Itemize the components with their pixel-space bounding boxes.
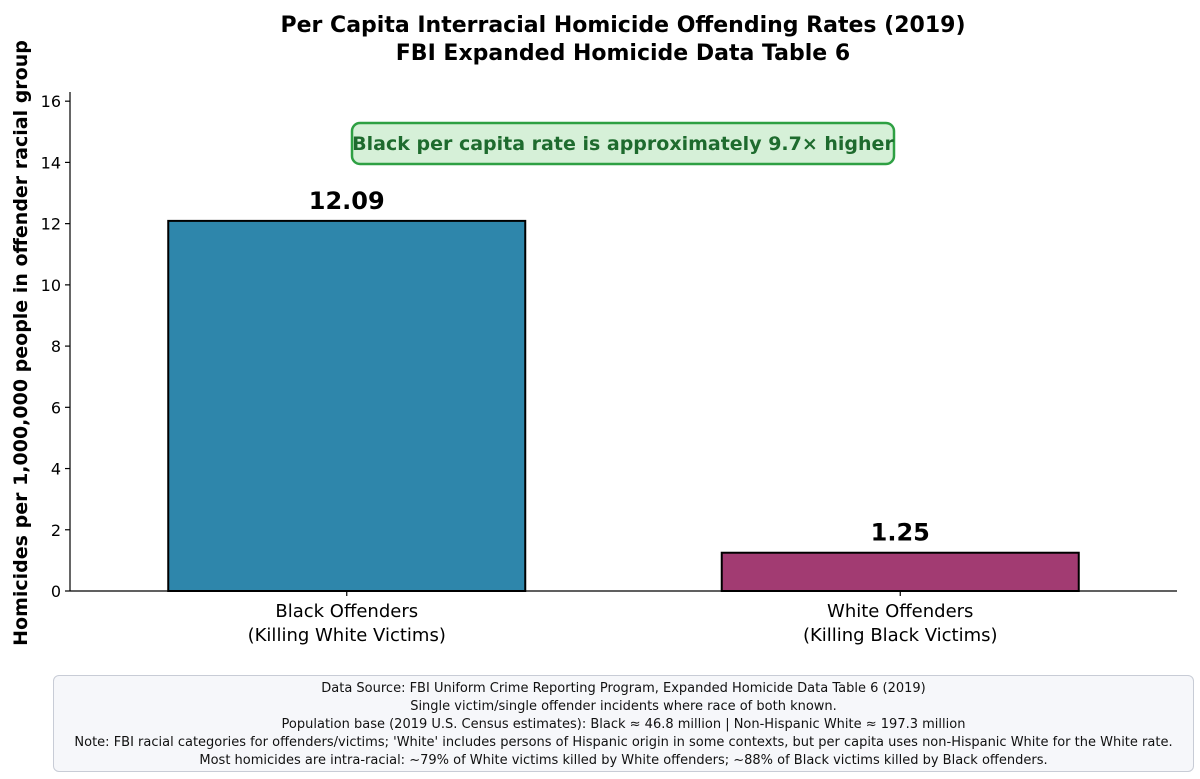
bar (720, 551, 1080, 593)
footnote-line: Data Source: FBI Uniform Crime Reporting… (321, 681, 926, 696)
y-tick-label: 4 (51, 460, 61, 479)
value-labels: 12.09 1.25 (309, 187, 930, 547)
x-tick-label: (Killing Black Victims) (803, 625, 998, 646)
y-tick-label: 12 (41, 215, 61, 234)
footnote-box: Data Source: FBI Uniform Crime Reporting… (53, 675, 1194, 772)
chart-title-line-1: Per Capita Interracial Homicide Offendin… (281, 13, 966, 38)
footnote-line: Population base (2019 U.S. Census estima… (281, 717, 966, 732)
annotation-text: Black per capita rate is approximately 9… (352, 133, 894, 155)
y-tick-label: 6 (51, 398, 61, 417)
annotation-box: Black per capita rate is approximately 9… (350, 121, 896, 166)
footnote-line: Most homicides are intra-racial: ~79% of… (199, 753, 1048, 768)
y-tick-label: 8 (51, 337, 61, 356)
footnote-line: Single victim/single offender incidents … (410, 699, 837, 714)
bar (167, 219, 527, 593)
x-axis-ticks: Black Offenders (Killing White Victims) Wh… (248, 591, 998, 646)
y-tick-label: 10 (41, 276, 61, 295)
y-axis-label: Homicides per 1,000,000 people in offend… (10, 40, 32, 646)
x-tick-label: (Killing White Victims) (248, 625, 446, 646)
y-tick-label: 0 (51, 582, 61, 601)
x-tick-label: White Offenders (827, 601, 973, 622)
y-axis-ticks: 0 2 4 6 8 10 12 14 16 (41, 92, 70, 601)
annotation-box-frame (350, 121, 896, 166)
value-label: 1.25 (871, 519, 930, 547)
y-tick-label: 2 (51, 521, 61, 540)
chart-title-line-2: FBI Expanded Homicide Data Table 6 (396, 41, 850, 66)
y-tick-label: 16 (41, 92, 61, 111)
bar-chart: Per Capita Interracial Homicide Offendin… (10, 13, 1177, 646)
value-label: 12.09 (309, 187, 385, 215)
y-tick-label: 14 (41, 153, 61, 172)
bars (167, 219, 1080, 593)
x-tick-label: Black Offenders (275, 601, 418, 622)
footnote-line: Note: FBI racial categories for offender… (74, 735, 1173, 750)
